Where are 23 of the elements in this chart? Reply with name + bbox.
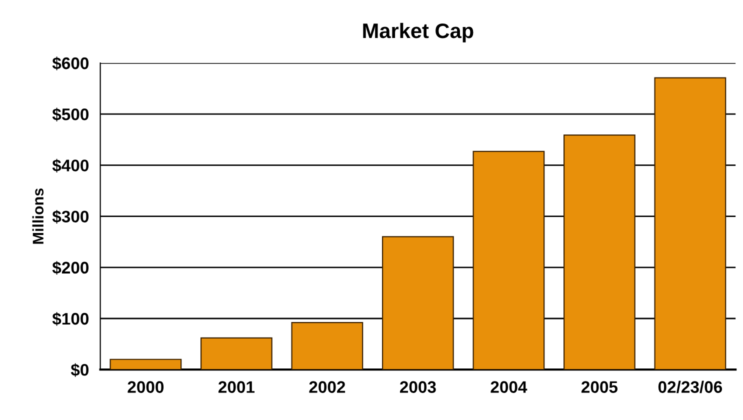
- y-tick-label: $600: [52, 56, 89, 70]
- y-tick-label: $200: [52, 261, 89, 275]
- bar: [291, 322, 364, 370]
- x-tick-label: 2003: [400, 381, 436, 393]
- x-tick-label: 2000: [128, 381, 164, 393]
- bar: [382, 236, 454, 370]
- x-tick-label: 2001: [218, 381, 255, 393]
- y-axis-title: Millions: [32, 188, 44, 244]
- y-tick-label: $0: [70, 363, 89, 377]
- chart-title: Market Cap: [363, 22, 474, 42]
- x-tick-label: 2002: [309, 381, 346, 393]
- bar: [472, 150, 545, 370]
- x-tick-label: 2004: [490, 381, 528, 393]
- y-tick-label: $100: [52, 312, 89, 326]
- bar: [110, 358, 182, 370]
- bar: [654, 77, 726, 370]
- y-tick-label: $300: [52, 210, 89, 224]
- y-tick-label: $400: [52, 158, 89, 172]
- x-tick-label: 02/23/06: [658, 380, 722, 394]
- bar: [200, 337, 272, 370]
- x-tick-label: 2005: [581, 381, 618, 393]
- y-tick-label: $500: [52, 108, 89, 122]
- bar: [563, 134, 636, 370]
